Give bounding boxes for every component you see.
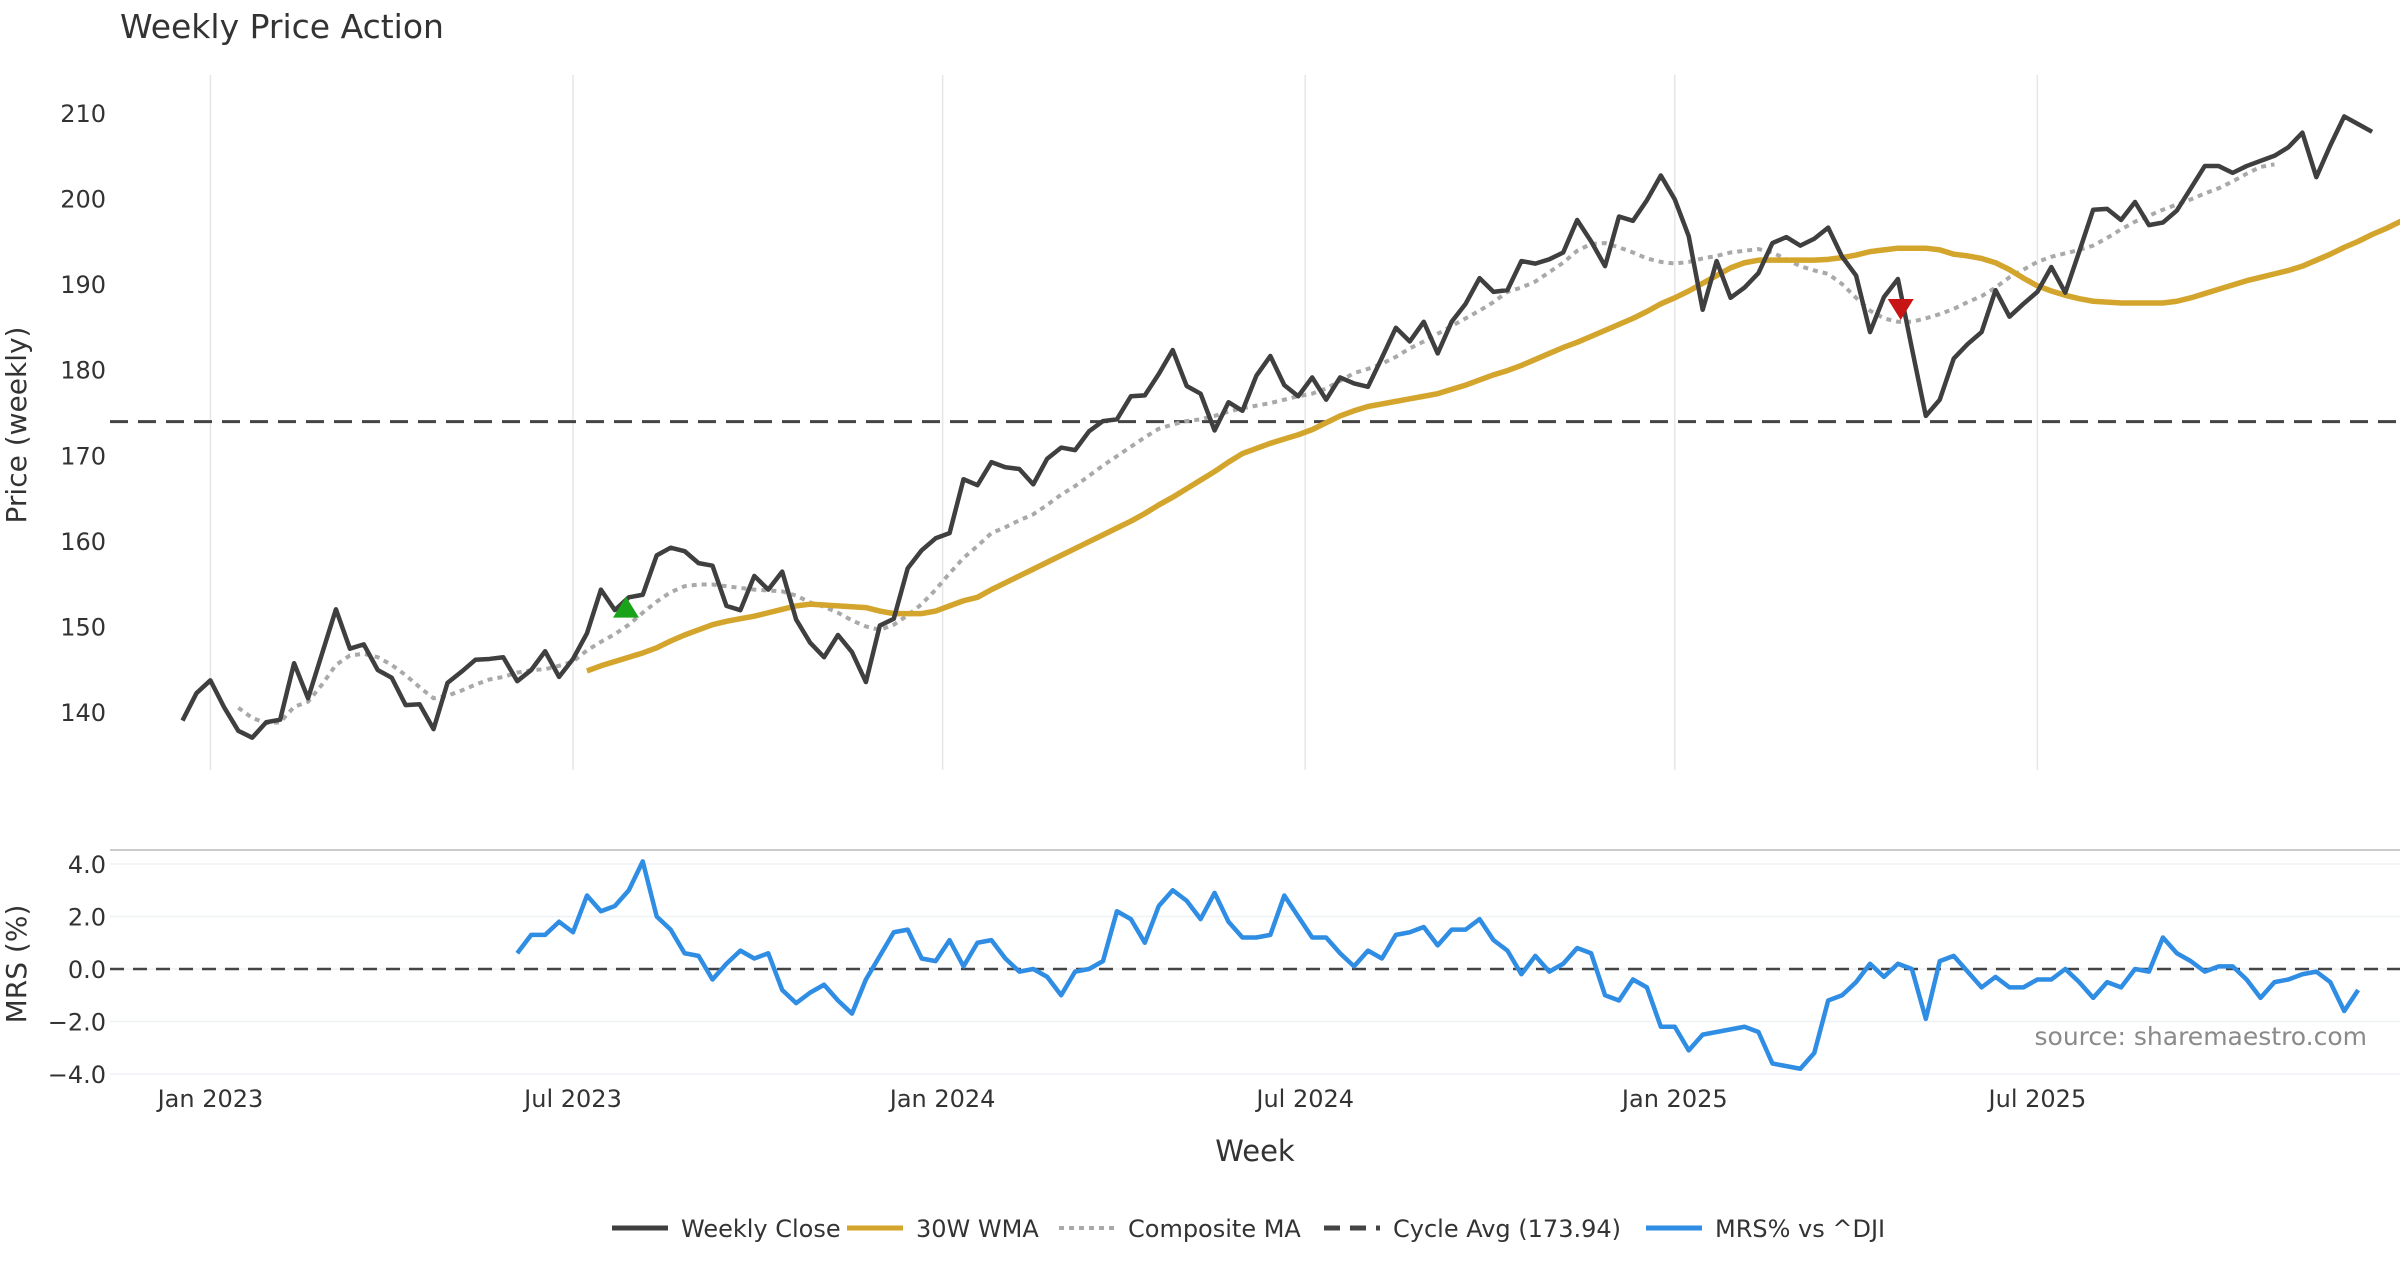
mrs-y-tick-label: 2.0 bbox=[68, 904, 106, 932]
price-y-tick-label: 170 bbox=[60, 442, 106, 470]
x-tick-label: Jul 2023 bbox=[522, 1085, 622, 1113]
mrs-y-ticks: −4.0 −2.0 0.0 2.0 4.0 bbox=[48, 851, 106, 1089]
mrs-grid bbox=[110, 863, 2400, 1075]
price-y-tick-label: 140 bbox=[60, 699, 106, 727]
price-y-tick-label: 150 bbox=[60, 613, 106, 641]
mrs-line bbox=[515, 859, 2361, 1071]
price-y-tick-label: 200 bbox=[60, 186, 106, 214]
x-tick-label: Jan 2025 bbox=[1620, 1085, 1728, 1113]
legend-label-close: Weekly Close bbox=[681, 1215, 841, 1243]
price-grid bbox=[209, 75, 2039, 770]
x-tick-label: Jul 2024 bbox=[1254, 1085, 1354, 1113]
weekly-close-line bbox=[180, 114, 2374, 740]
price-y-axis-label: Price (weekly) bbox=[0, 327, 33, 524]
x-tick-label: Jul 2025 bbox=[1987, 1085, 2087, 1113]
mrs-y-tick-label: −4.0 bbox=[48, 1061, 106, 1089]
x-tick-label: Jan 2024 bbox=[888, 1085, 996, 1113]
price-y-tick-label: 190 bbox=[60, 271, 106, 299]
x-tick-label: Jan 2023 bbox=[156, 1085, 264, 1113]
mrs-y-tick-label: 4.0 bbox=[68, 851, 106, 879]
price-y-tick-label: 160 bbox=[60, 528, 106, 556]
source-note: source: sharemaestro.com bbox=[2035, 1022, 2368, 1051]
price-y-tick-label: 210 bbox=[60, 100, 106, 128]
legend-label-cycle: Cycle Avg (173.94) bbox=[1393, 1215, 1621, 1243]
sell-signal-marker bbox=[1887, 298, 1914, 320]
composite-ma-line bbox=[237, 162, 2275, 726]
legend-label-mrs: MRS% vs ^DJI bbox=[1715, 1215, 1885, 1243]
x-axis-label: Week bbox=[1215, 1134, 1295, 1168]
mrs-y-axis-label: MRS (%) bbox=[0, 905, 33, 1024]
chart-title: Weekly Price Action bbox=[120, 7, 444, 46]
buy-signal-marker bbox=[613, 596, 640, 618]
legend-label-composite: Composite MA bbox=[1128, 1215, 1301, 1243]
legend-label-wma: 30W WMA bbox=[916, 1215, 1039, 1243]
x-axis-ticks: Jan 2023 Jul 2023 Jan 2024 Jul 2024 Jan 2025… bbox=[156, 1085, 2087, 1113]
mrs-y-tick-label: 0.0 bbox=[68, 956, 106, 984]
series-layer bbox=[110, 114, 2400, 1071]
price-y-ticks: 140 150 160 170 180 190 200 210 bbox=[60, 100, 106, 727]
wma-30w-line bbox=[586, 218, 2400, 674]
price-y-tick-label: 180 bbox=[60, 357, 106, 385]
mrs-y-tick-label: −2.0 bbox=[48, 1009, 106, 1037]
chart-legend: Weekly Close 30W WMA Composite MA Cycle Avg… bbox=[612, 1215, 1885, 1243]
